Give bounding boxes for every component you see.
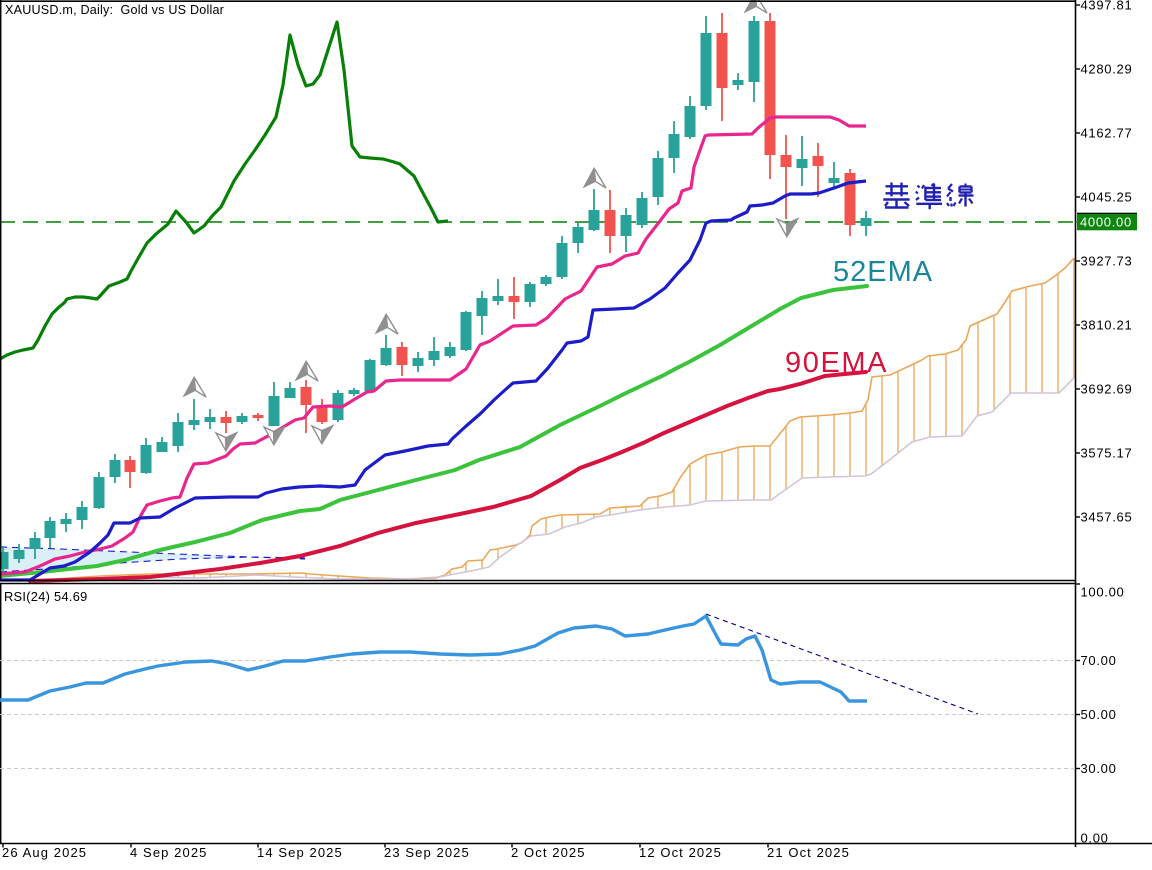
svg-text:21 Oct 2025: 21 Oct 2025 [767,845,850,860]
svg-text:2 Oct 2025: 2 Oct 2025 [511,845,586,860]
svg-text:14 Sep 2025: 14 Sep 2025 [257,845,343,860]
svg-text:4162.77: 4162.77 [1081,126,1133,141]
svg-text:4045.25: 4045.25 [1081,190,1133,205]
svg-text:12 Oct 2025: 12 Oct 2025 [639,845,722,860]
svg-text:4397.81: 4397.81 [1081,0,1133,13]
svg-text:3575.17: 3575.17 [1081,446,1133,461]
svg-text:100.00: 100.00 [1081,585,1125,600]
svg-text:50.00: 50.00 [1081,707,1117,722]
svg-text:4280.29: 4280.29 [1081,62,1133,77]
svg-text:RSI(24) 54.69: RSI(24) 54.69 [4,589,88,604]
svg-text:3927.73: 3927.73 [1081,254,1133,269]
svg-text:70.00: 70.00 [1081,653,1117,668]
svg-text:52EMA: 52EMA [833,256,933,288]
svg-text:26 Aug 2025: 26 Aug 2025 [2,845,87,860]
svg-text:4000.00: 4000.00 [1080,215,1132,230]
svg-text:3692.69: 3692.69 [1081,382,1133,397]
svg-text:90EMA: 90EMA [785,347,888,379]
svg-text:4 Sep 2025: 4 Sep 2025 [130,845,208,860]
svg-text:XAUUSD.m, Daily: Gold vs US D: XAUUSD.m, Daily: Gold vs US Dollar [5,3,224,17]
svg-text:3810.21: 3810.21 [1081,318,1133,333]
svg-text:30.00: 30.00 [1081,761,1117,776]
svg-text:23 Sep 2025: 23 Sep 2025 [384,845,470,860]
svg-text:3457.65: 3457.65 [1081,510,1133,525]
svg-text:0.00: 0.00 [1081,831,1109,846]
